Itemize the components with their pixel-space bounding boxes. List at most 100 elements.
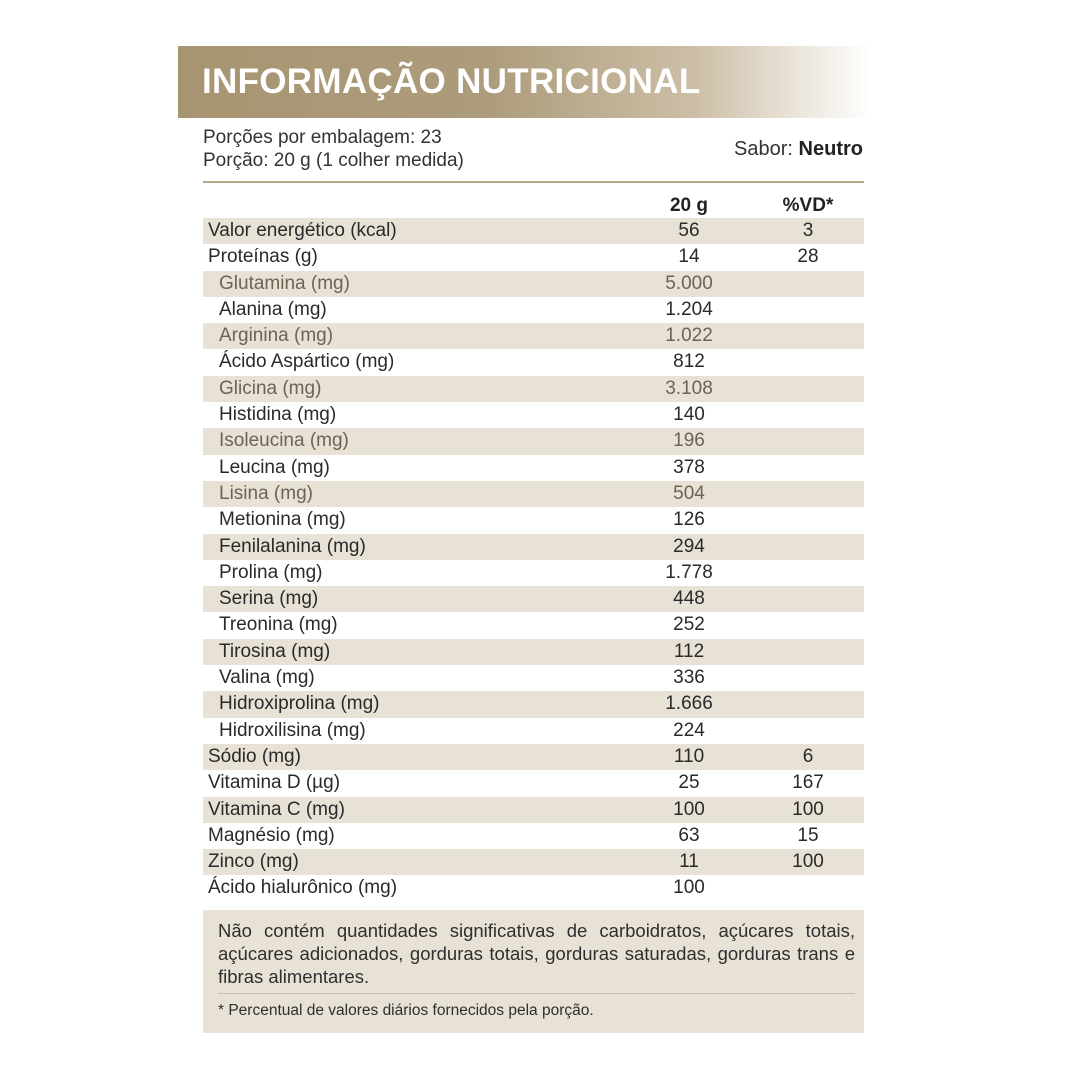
table-row: Valor energético (kcal) 56 3 bbox=[203, 218, 864, 245]
table-row: Vitamina D (µg) 25 167 bbox=[203, 770, 864, 796]
nutrient-name: Serina (mg) bbox=[219, 588, 319, 610]
nutrient-amount: 1.022 bbox=[665, 325, 713, 347]
table-row: Vitamina C (mg) 100 100 bbox=[203, 796, 864, 823]
table-row: Magnésio (mg) 63 15 bbox=[203, 823, 864, 849]
table-row: Serina (mg) 448 bbox=[203, 586, 864, 613]
header-banner: INFORMAÇÃO NUTRICIONAL bbox=[178, 46, 870, 118]
nutrient-name: Arginina (mg) bbox=[219, 325, 334, 347]
nutrient-name: Histidina (mg) bbox=[219, 404, 337, 426]
nutrient-daily-value: 100 bbox=[792, 851, 824, 873]
nutrient-amount: 196 bbox=[673, 430, 705, 452]
nutrient-name: Hidroxiprolina (mg) bbox=[219, 693, 380, 715]
notes-divider bbox=[218, 993, 855, 994]
flavor-label: Sabor: bbox=[734, 138, 793, 160]
nutrition-table: Valor energético (kcal) 56 3 Proteínas (… bbox=[203, 218, 864, 902]
table-row: Leucina (mg) 378 bbox=[203, 455, 864, 481]
table-row: Histidina (mg) 140 bbox=[203, 402, 864, 428]
table-row: Prolina (mg) 1.778 bbox=[203, 560, 864, 586]
table-row: Tirosina (mg) 112 bbox=[203, 638, 864, 666]
footnote-text: * Percentual de valores diários fornecid… bbox=[218, 1002, 594, 1019]
nutrient-amount: 3.108 bbox=[665, 377, 713, 399]
table-row: Isoleucina (mg) 196 bbox=[203, 428, 864, 455]
nutrient-amount: 126 bbox=[673, 509, 705, 531]
nutrient-name: Treonina (mg) bbox=[219, 614, 338, 636]
nutrient-daily-value: 15 bbox=[797, 824, 819, 846]
nutrient-name: Tirosina (mg) bbox=[219, 640, 331, 662]
nutrient-name: Ácido Aspártico (mg) bbox=[219, 351, 395, 373]
table-row: Ácido Aspártico (mg) 812 bbox=[203, 349, 864, 375]
table-row: Hidroxiprolina (mg) 1.666 bbox=[203, 691, 864, 718]
nutrient-amount: 112 bbox=[673, 640, 705, 662]
table-row: Zinco (mg) 11 100 bbox=[203, 849, 864, 876]
nutrient-amount: 140 bbox=[673, 404, 705, 426]
nutrient-amount: 1.778 bbox=[665, 561, 713, 583]
nutrient-name: Proteínas (g) bbox=[208, 246, 318, 268]
nutrient-name: Lisina (mg) bbox=[219, 482, 313, 504]
nutrient-amount: 5.000 bbox=[665, 272, 713, 294]
nutrient-name: Valina (mg) bbox=[219, 667, 315, 689]
table-row: Metionina (mg) 126 bbox=[203, 507, 864, 533]
table-row: Lisina (mg) 504 bbox=[203, 480, 864, 508]
nutrient-name: Prolina (mg) bbox=[219, 561, 323, 583]
column-header-daily-value: %VD* bbox=[782, 195, 834, 216]
nutrient-name: Hidroxilisina (mg) bbox=[219, 719, 366, 741]
nutrient-name: Fenilalanina (mg) bbox=[219, 535, 366, 557]
flavor-value: Neutro bbox=[798, 138, 863, 160]
nutrient-amount: 812 bbox=[673, 351, 705, 373]
table-row: Glicina (mg) 3.108 bbox=[203, 375, 864, 403]
table-row: Fenilalanina (mg) 294 bbox=[203, 533, 864, 560]
table-row: Ácido hialurônico (mg) 100 bbox=[203, 875, 864, 901]
table-row: Valina (mg) 336 bbox=[203, 665, 864, 691]
nutrient-amount: 100 bbox=[673, 877, 705, 899]
nutrient-name: Vitamina D (µg) bbox=[208, 772, 341, 794]
servings-per-package: Porções por embalagem: 23 bbox=[203, 127, 442, 148]
flavor-info: Sabor: Neutro bbox=[734, 138, 863, 161]
table-row: Glutamina (mg) 5.000 bbox=[203, 270, 864, 297]
nutrient-name: Sódio (mg) bbox=[208, 745, 301, 767]
nutrient-name: Zinco (mg) bbox=[208, 851, 299, 873]
nutrient-name: Magnésio (mg) bbox=[208, 824, 335, 846]
nutrient-name: Metionina (mg) bbox=[219, 509, 346, 531]
serving-size: Porção: 20 g (1 colher medida) bbox=[203, 150, 464, 171]
nutrient-daily-value: 3 bbox=[802, 220, 814, 241]
nutrient-name: Ácido hialurônico (mg) bbox=[208, 877, 398, 899]
nutrient-amount: 336 bbox=[673, 667, 705, 689]
table-row: Arginina (mg) 1.022 bbox=[203, 323, 864, 350]
column-header-amount: 20 g bbox=[669, 195, 709, 216]
notes-box: Não contém quantidades significativas de… bbox=[203, 910, 864, 1033]
nutrient-amount: 252 bbox=[673, 614, 705, 636]
nutrient-daily-value: 167 bbox=[792, 772, 824, 794]
nutrient-daily-value: 28 bbox=[797, 246, 819, 268]
nutrient-amount: 1.204 bbox=[665, 298, 713, 320]
nutrient-amount: 224 bbox=[673, 719, 705, 741]
page-title: INFORMAÇÃO NUTRICIONAL bbox=[202, 62, 701, 101]
nutrient-name: Valor energético (kcal) bbox=[208, 220, 397, 241]
table-row: Alanina (mg) 1.204 bbox=[203, 297, 864, 323]
nutrient-amount: 504 bbox=[673, 482, 705, 504]
nutrient-amount: 294 bbox=[673, 535, 705, 557]
nutrient-name: Vitamina C (mg) bbox=[208, 798, 345, 820]
nutrient-amount: 448 bbox=[673, 588, 705, 610]
nutrient-amount: 14 bbox=[678, 246, 700, 268]
table-row: Hidroxilisina (mg) 224 bbox=[203, 718, 864, 744]
nutrient-name: Alanina (mg) bbox=[219, 298, 327, 320]
nutrient-amount: 63 bbox=[678, 824, 700, 846]
table-row: Sódio (mg) 110 6 bbox=[203, 743, 864, 771]
nutrient-name: Glutamina (mg) bbox=[219, 272, 350, 294]
nutrient-daily-value: 6 bbox=[802, 745, 814, 767]
nutrient-amount: 110 bbox=[673, 745, 705, 767]
nutrient-name: Isoleucina (mg) bbox=[219, 430, 349, 452]
nutrient-amount: 56 bbox=[678, 220, 700, 241]
nutrient-name: Glicina (mg) bbox=[219, 377, 322, 399]
nutrient-amount: 378 bbox=[673, 456, 705, 478]
nutrient-daily-value: 100 bbox=[792, 798, 824, 820]
table-row: Proteínas (g) 14 28 bbox=[203, 244, 864, 270]
disclaimer-text: Não contém quantidades significativas de… bbox=[218, 920, 855, 987]
serving-info: Porções por embalagem: 23 Porção: 20 g (… bbox=[203, 126, 464, 172]
header-divider bbox=[203, 181, 864, 183]
table-row: Treonina (mg) 252 bbox=[203, 612, 864, 638]
nutrient-amount: 11 bbox=[679, 851, 699, 873]
nutrient-name: Leucina (mg) bbox=[219, 456, 330, 478]
nutrient-amount: 100 bbox=[673, 798, 705, 820]
nutrient-amount: 1.666 bbox=[665, 693, 713, 715]
